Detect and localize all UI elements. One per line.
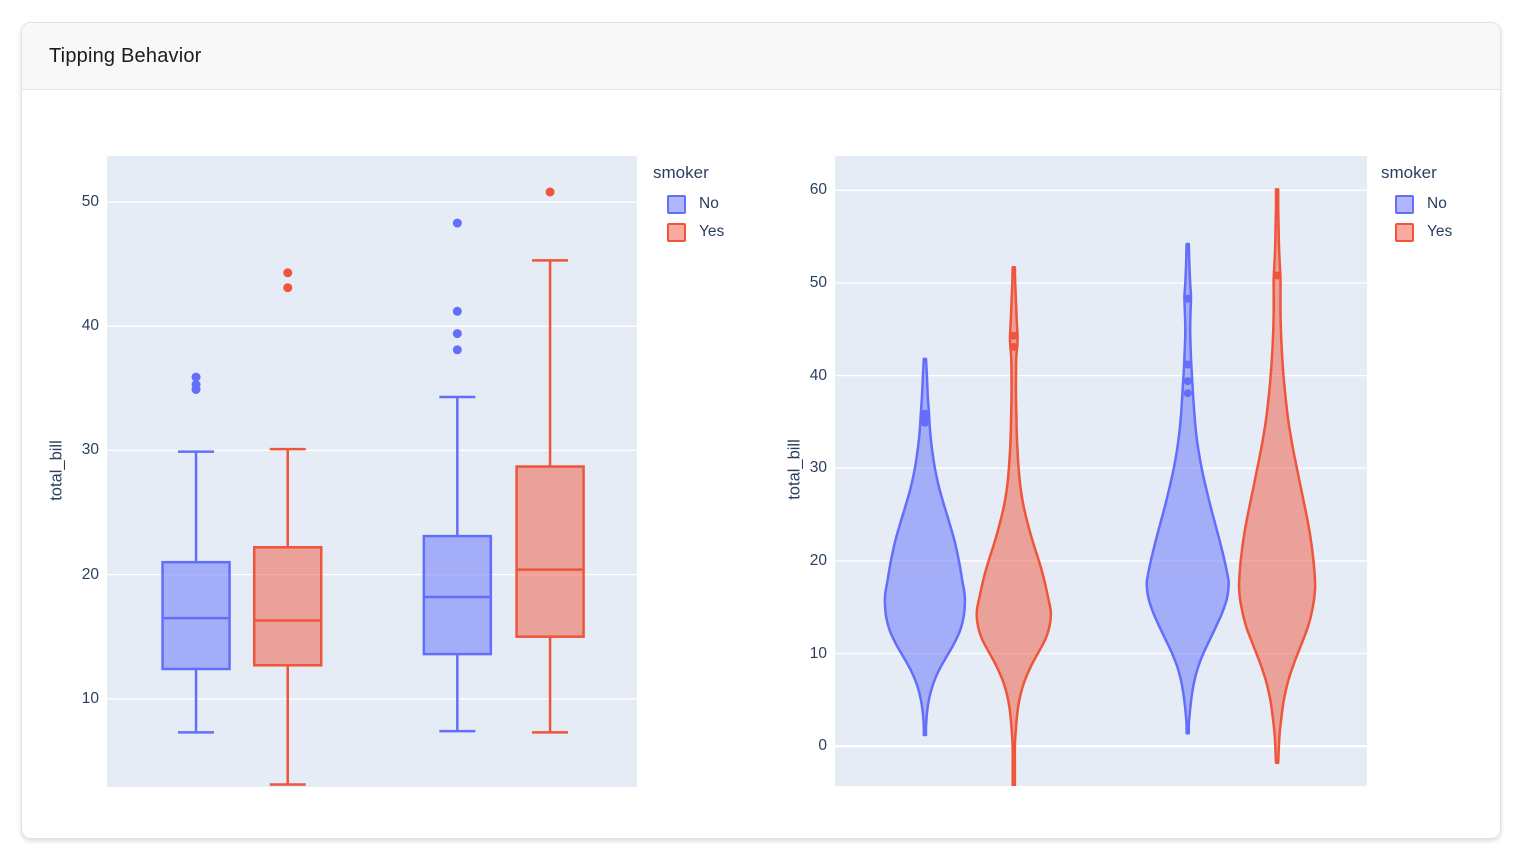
violin-point [1183,294,1192,303]
violin-chart-plot-area[interactable] [835,156,1367,786]
y-tick-label: 10 [81,690,99,707]
y-tick-label: 20 [81,566,99,583]
legend-item-yes[interactable]: Yes [653,218,724,246]
violin-trace-smoker-no-group1[interactable] [883,357,967,737]
violin-shape [1145,242,1230,735]
outlier-point [283,283,293,293]
card-title: Tipping Behavior [49,44,202,67]
y-tick-label: 50 [809,274,827,291]
y-tick-label: 30 [81,441,99,458]
legend-swatch-no [1395,194,1414,214]
outlier-point [191,380,201,390]
box-trace-smoker-no-group2[interactable] [422,218,493,733]
legend-item-no[interactable]: No [653,190,724,218]
violin-trace-smoker-yes-group1[interactable] [975,265,1053,786]
y-tick-label: 10 [809,645,827,662]
box-trace-smoker-yes-group1[interactable] [252,268,323,786]
violin-shape [1237,188,1317,765]
outlier-point [545,187,555,197]
box-chart-plot-area[interactable] [107,156,637,787]
outlier-point [452,345,462,355]
violin-point [1183,377,1192,386]
box-chart-canvas [107,187,637,786]
box-iqr [515,465,585,638]
legend-item-no[interactable]: No [1381,190,1452,218]
y-tick-label: 0 [818,737,827,754]
y-tick-label: 60 [809,181,827,198]
legend-item-yes[interactable]: Yes [1381,218,1452,246]
legend-item-label: No [699,195,719,212]
legend: smoker No Yes [653,163,724,246]
outlier-point [191,372,201,382]
box-iqr [161,560,231,671]
legend-swatch-yes [1395,222,1414,242]
violin-point [920,415,929,424]
violin-shape [883,357,967,737]
y-tick-label: 30 [809,459,827,476]
y-tick-label: 20 [809,552,827,569]
box-iqr [422,534,493,656]
violin-point [1183,360,1192,369]
outlier-point [452,306,462,316]
card-header: Tipping Behavior [22,23,1500,90]
outlier-point [452,329,462,339]
legend-item-label: Yes [699,223,725,240]
violin-point [1273,271,1282,280]
violin-trace-smoker-no-group2[interactable] [1145,242,1230,735]
violin-point [920,409,929,418]
violin-chart-canvas [835,188,1367,786]
legend-item-label: No [1427,195,1447,212]
legend: smoker No Yes [1381,163,1452,246]
violin-trace-smoker-yes-group2[interactable] [1237,188,1317,765]
legend-item-label: Yes [1427,223,1453,240]
y-tick-label: 50 [81,193,99,210]
violin-shape [975,265,1053,786]
violin-point [1009,342,1018,351]
legend-title: smoker [653,163,709,182]
legend-swatch-yes [667,222,686,242]
legend-swatch-no [667,194,686,214]
box-trace-smoker-yes-group2[interactable] [515,187,585,734]
violin-point [1183,389,1192,398]
y-tick-label: 40 [81,317,99,334]
outlier-point [283,268,293,278]
box-iqr [252,546,323,667]
y-tick-label: 40 [809,367,827,384]
legend-title: smoker [1381,163,1437,182]
outlier-point [452,218,462,228]
violin-point [1009,331,1018,340]
y-axis-title: total_bill [785,439,804,500]
y-axis-title: total_bill [47,440,66,501]
box-trace-smoker-no-group1[interactable] [161,372,231,734]
